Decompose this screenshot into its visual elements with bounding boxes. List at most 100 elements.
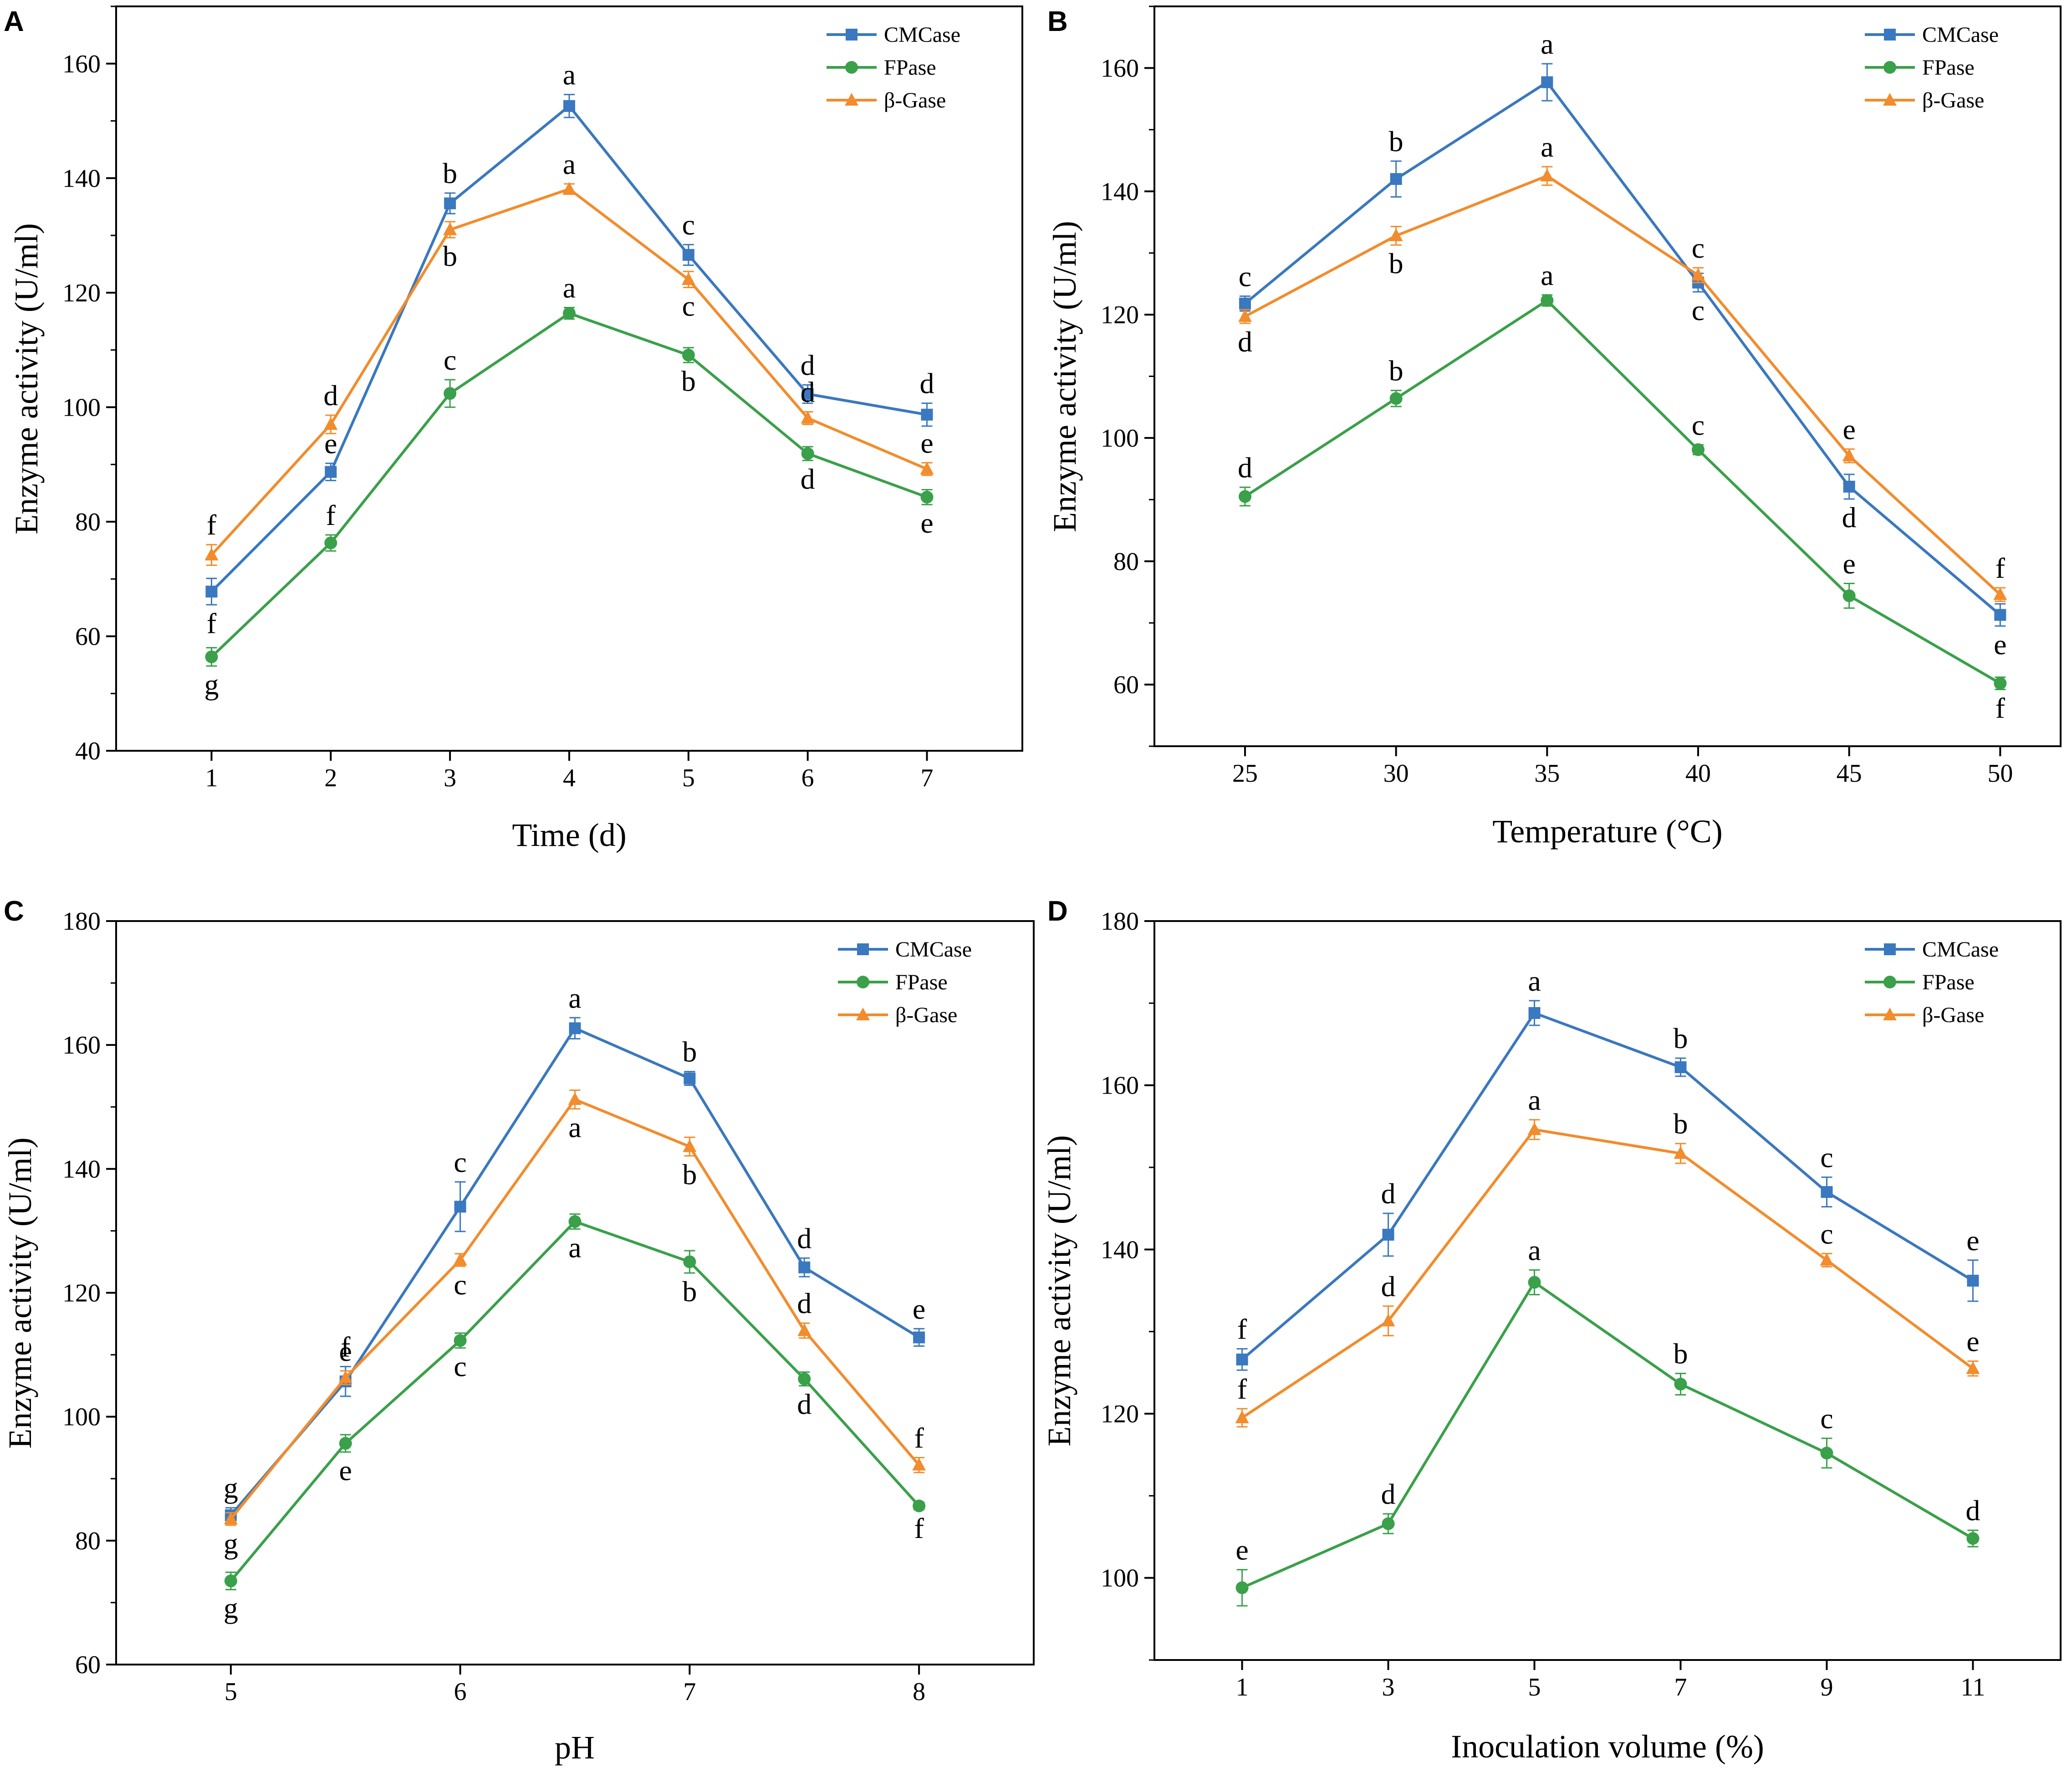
significance-letter: b [1389,355,1403,387]
significance-letter: c [682,209,695,241]
circle-marker [1389,392,1403,405]
significance-letter: d [1238,451,1252,484]
circle-marker [683,1255,696,1268]
significance-letter: b [443,240,457,272]
x-tick-label: 7 [1674,1673,1687,1701]
panel-letter: C [4,896,24,927]
significance-letter: e [913,1293,925,1325]
triangle-marker [681,272,695,285]
significance-letter: e [1966,1224,1979,1257]
circle-marker [1966,1532,1980,1545]
legend-label: CMCase [884,23,960,47]
square-marker [1884,943,1896,955]
panel-letter: B [1047,6,1068,37]
significance-letter: c [682,290,695,322]
series-line [1244,174,2001,596]
significance-letter: d [1842,501,1857,534]
legend-label: β-Gase [884,88,946,112]
x-tick-label: 7 [921,764,934,792]
x-tick-label: 1 [1236,1673,1249,1701]
y-axis-title: Enzyme activity (U/ml) [2,1137,38,1449]
significance-letter: c [1692,232,1705,264]
square-marker [325,466,337,478]
square-marker [444,197,456,209]
significance-letter: c [454,1350,466,1383]
significance-letter: a [563,59,576,91]
significance-letter: f [341,1330,351,1363]
square-marker [1528,1007,1541,1019]
significance-letter: f [326,499,336,531]
significance-letter: d [1381,1177,1396,1210]
circle-marker [1994,677,2007,690]
circle-marker [1239,490,1251,503]
y-tick-label: 80 [75,1527,101,1555]
triangle-marker [224,1512,238,1525]
significance-letter: e [920,507,933,539]
triangle-marker [1883,1008,1897,1020]
y-tick-label: 160 [62,1031,101,1059]
y-axis-title: Enzyme activity (U/ml) [8,223,45,535]
circle-marker [568,1215,582,1228]
significance-letter: f [1237,1373,1247,1405]
significance-letter: b [1673,1108,1688,1140]
triangle-marker [797,1323,811,1336]
significance-letter: a [1528,965,1541,997]
series--gase: f d a b c e [1235,1084,1980,1428]
circle-marker [454,1334,467,1347]
triangle-marker [1883,93,1897,106]
significance-letter: f [1995,552,2006,584]
y-tick-label: 160 [1101,54,1139,82]
circle-marker [563,307,576,320]
x-tick-label: 8 [913,1678,925,1706]
significance-letter: b [1389,247,1403,280]
circle-marker [845,61,858,74]
significance-letter: c [1239,260,1251,292]
square-marker [1994,609,2006,621]
panel-a: A 1 2 3 4 5 6 7406080100120140160febacddgfcabd… [4,5,1023,853]
significance-letter: g [224,1528,238,1560]
triangle-marker [1820,1253,1834,1266]
significance-letter: f [914,1512,924,1544]
circle-marker [444,387,457,400]
plot-marks: 5 6 7 8 60 80 100 120 140 160 180 g f c a b d e g e c a b d f g e c… [62,907,972,1706]
significance-letter: e [920,427,933,459]
triangle-marker [562,182,576,195]
y-tick-label: 80 [75,508,101,536]
significance-letter: a [1528,1234,1541,1266]
square-marker [1239,297,1251,310]
series-line [1241,1011,1974,1361]
y-tick-label: 40 [75,737,101,765]
circle-marker [1541,294,1554,307]
significance-letter: a [1541,131,1553,163]
significance-letter: g [224,1472,238,1504]
circle-marker [1692,443,1705,456]
circle-marker [1883,976,1896,988]
square-marker [798,1261,811,1273]
legend-label: β-Gase [1922,88,1984,112]
square-marker [1967,1274,1979,1287]
x-tick-label: 11 [1960,1673,1985,1701]
x-tick-label: 40 [1685,759,1711,788]
x-tick-label: 2 [324,764,337,792]
significance-letter: a [1541,28,1553,60]
square-marker [1541,76,1553,88]
significance-letter: d [797,1222,811,1254]
significance-letter: c [1692,294,1705,326]
legend-label: β-Gase [1922,1003,1984,1027]
panel-letter: D [1047,896,1068,927]
legend-label: FPase [1922,970,1975,994]
y-axis-title: Enzyme activity (U/ml) [1046,221,1083,532]
series-fpase: e d a b c d [1235,1234,1980,1607]
circle-marker [913,1499,926,1512]
legend-label: β-Gase [895,1003,957,1027]
legend: CMCase FPase β-Gase [827,23,960,112]
legend: CMCase FPase β-Gase [1865,23,1999,112]
y-tick-label: 60 [1113,671,1139,699]
x-tick-label: 7 [683,1678,696,1706]
legend-label: FPase [1922,56,1975,80]
square-marker [1390,173,1402,185]
panel-d: D 1 3 5 7 9 11 100 120 140 160 180 f d a b c e e d a b c d f d a b… [1041,896,2062,1765]
significance-letter: d [1381,1478,1396,1510]
legend: CMCase FPase β-Gase [838,937,972,1027]
y-tick-label: 120 [62,1279,101,1308]
